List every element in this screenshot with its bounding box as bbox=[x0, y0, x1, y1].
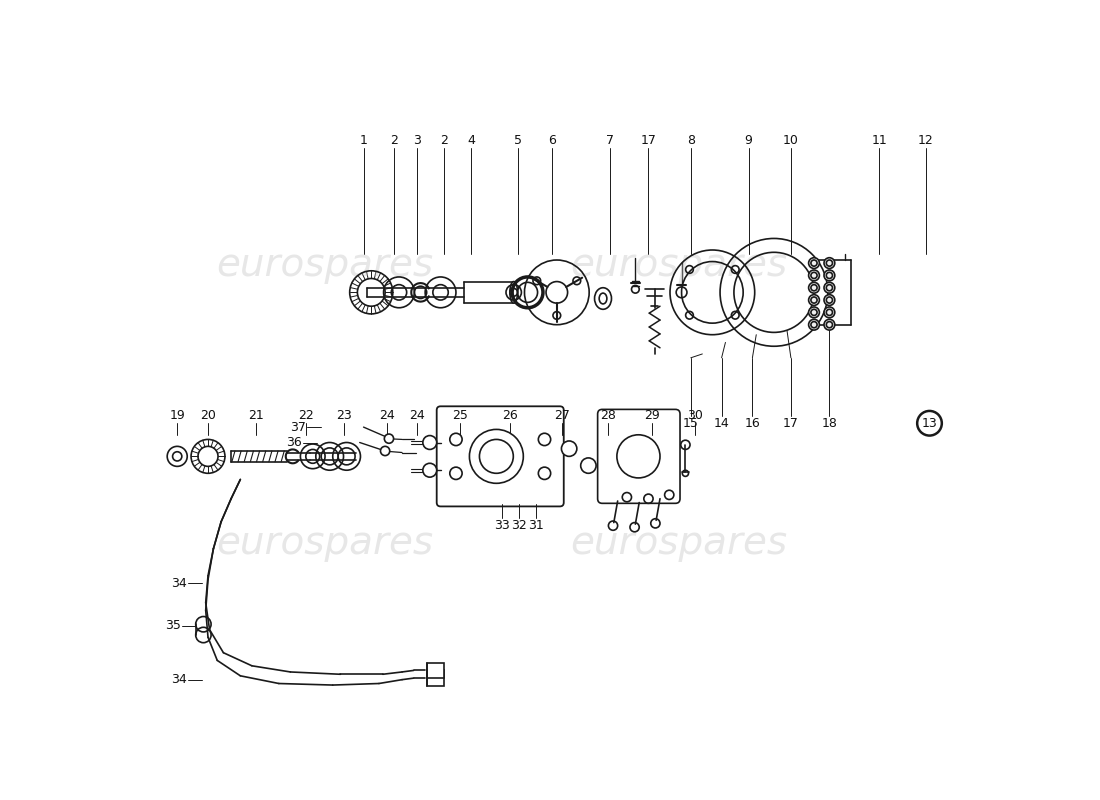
Circle shape bbox=[808, 294, 820, 306]
Text: 37: 37 bbox=[290, 421, 306, 434]
Text: 33: 33 bbox=[494, 519, 510, 532]
Text: 10: 10 bbox=[783, 134, 799, 147]
Text: 3: 3 bbox=[414, 134, 421, 147]
Text: 20: 20 bbox=[200, 409, 216, 422]
Circle shape bbox=[381, 446, 389, 455]
Text: 11: 11 bbox=[871, 134, 888, 147]
Circle shape bbox=[422, 435, 437, 450]
Text: 25: 25 bbox=[452, 409, 468, 422]
Text: 12: 12 bbox=[917, 134, 934, 147]
Text: 13: 13 bbox=[922, 417, 937, 430]
Text: 34: 34 bbox=[170, 577, 187, 590]
Text: 14: 14 bbox=[714, 417, 729, 430]
Text: 2: 2 bbox=[390, 134, 398, 147]
Text: 15: 15 bbox=[683, 417, 698, 430]
Circle shape bbox=[450, 467, 462, 479]
Text: 1: 1 bbox=[360, 134, 367, 147]
Circle shape bbox=[824, 258, 835, 269]
Circle shape bbox=[480, 439, 514, 474]
Text: 28: 28 bbox=[601, 409, 616, 422]
Text: 35: 35 bbox=[165, 619, 180, 632]
Text: 27: 27 bbox=[554, 409, 570, 422]
Bar bbox=[427, 670, 443, 686]
Text: 19: 19 bbox=[169, 409, 185, 422]
Text: 26: 26 bbox=[502, 409, 518, 422]
Circle shape bbox=[808, 282, 820, 293]
Text: 2: 2 bbox=[440, 134, 449, 147]
Circle shape bbox=[824, 282, 835, 293]
Circle shape bbox=[384, 434, 394, 443]
Text: 30: 30 bbox=[686, 409, 703, 422]
Text: 17: 17 bbox=[640, 134, 657, 147]
Circle shape bbox=[808, 307, 820, 318]
Circle shape bbox=[824, 319, 835, 330]
Text: 32: 32 bbox=[512, 519, 527, 532]
Text: 5: 5 bbox=[514, 134, 521, 147]
Text: 4: 4 bbox=[468, 134, 475, 147]
Text: 6: 6 bbox=[548, 134, 557, 147]
Text: 9: 9 bbox=[745, 134, 752, 147]
Circle shape bbox=[808, 258, 820, 269]
Text: 8: 8 bbox=[686, 134, 695, 147]
Text: 24: 24 bbox=[409, 409, 426, 422]
Circle shape bbox=[422, 463, 437, 477]
Circle shape bbox=[538, 434, 551, 446]
Text: 22: 22 bbox=[298, 409, 314, 422]
Circle shape bbox=[538, 467, 551, 479]
Circle shape bbox=[561, 441, 576, 456]
Ellipse shape bbox=[594, 288, 612, 310]
Circle shape bbox=[470, 430, 524, 483]
Bar bbox=[427, 662, 443, 678]
Circle shape bbox=[450, 434, 462, 446]
Circle shape bbox=[824, 307, 835, 318]
Text: 29: 29 bbox=[645, 409, 660, 422]
Text: 7: 7 bbox=[606, 134, 614, 147]
Text: eurospares: eurospares bbox=[571, 524, 788, 562]
Text: 34: 34 bbox=[170, 673, 187, 686]
Circle shape bbox=[581, 458, 596, 474]
Ellipse shape bbox=[600, 293, 607, 304]
Ellipse shape bbox=[509, 282, 518, 303]
Text: eurospares: eurospares bbox=[217, 524, 433, 562]
Text: 24: 24 bbox=[378, 409, 395, 422]
Text: 23: 23 bbox=[337, 409, 352, 422]
Circle shape bbox=[824, 270, 835, 281]
Text: 31: 31 bbox=[528, 519, 543, 532]
Circle shape bbox=[617, 435, 660, 478]
Text: 16: 16 bbox=[745, 417, 760, 430]
Text: eurospares: eurospares bbox=[571, 246, 788, 284]
FancyBboxPatch shape bbox=[597, 410, 680, 503]
Text: 18: 18 bbox=[822, 417, 837, 430]
Circle shape bbox=[808, 319, 820, 330]
Text: 17: 17 bbox=[783, 417, 799, 430]
Text: eurospares: eurospares bbox=[217, 246, 433, 284]
Text: 21: 21 bbox=[248, 409, 264, 422]
FancyBboxPatch shape bbox=[437, 406, 563, 506]
Circle shape bbox=[808, 270, 820, 281]
Text: 36: 36 bbox=[286, 436, 302, 449]
Circle shape bbox=[824, 294, 835, 306]
